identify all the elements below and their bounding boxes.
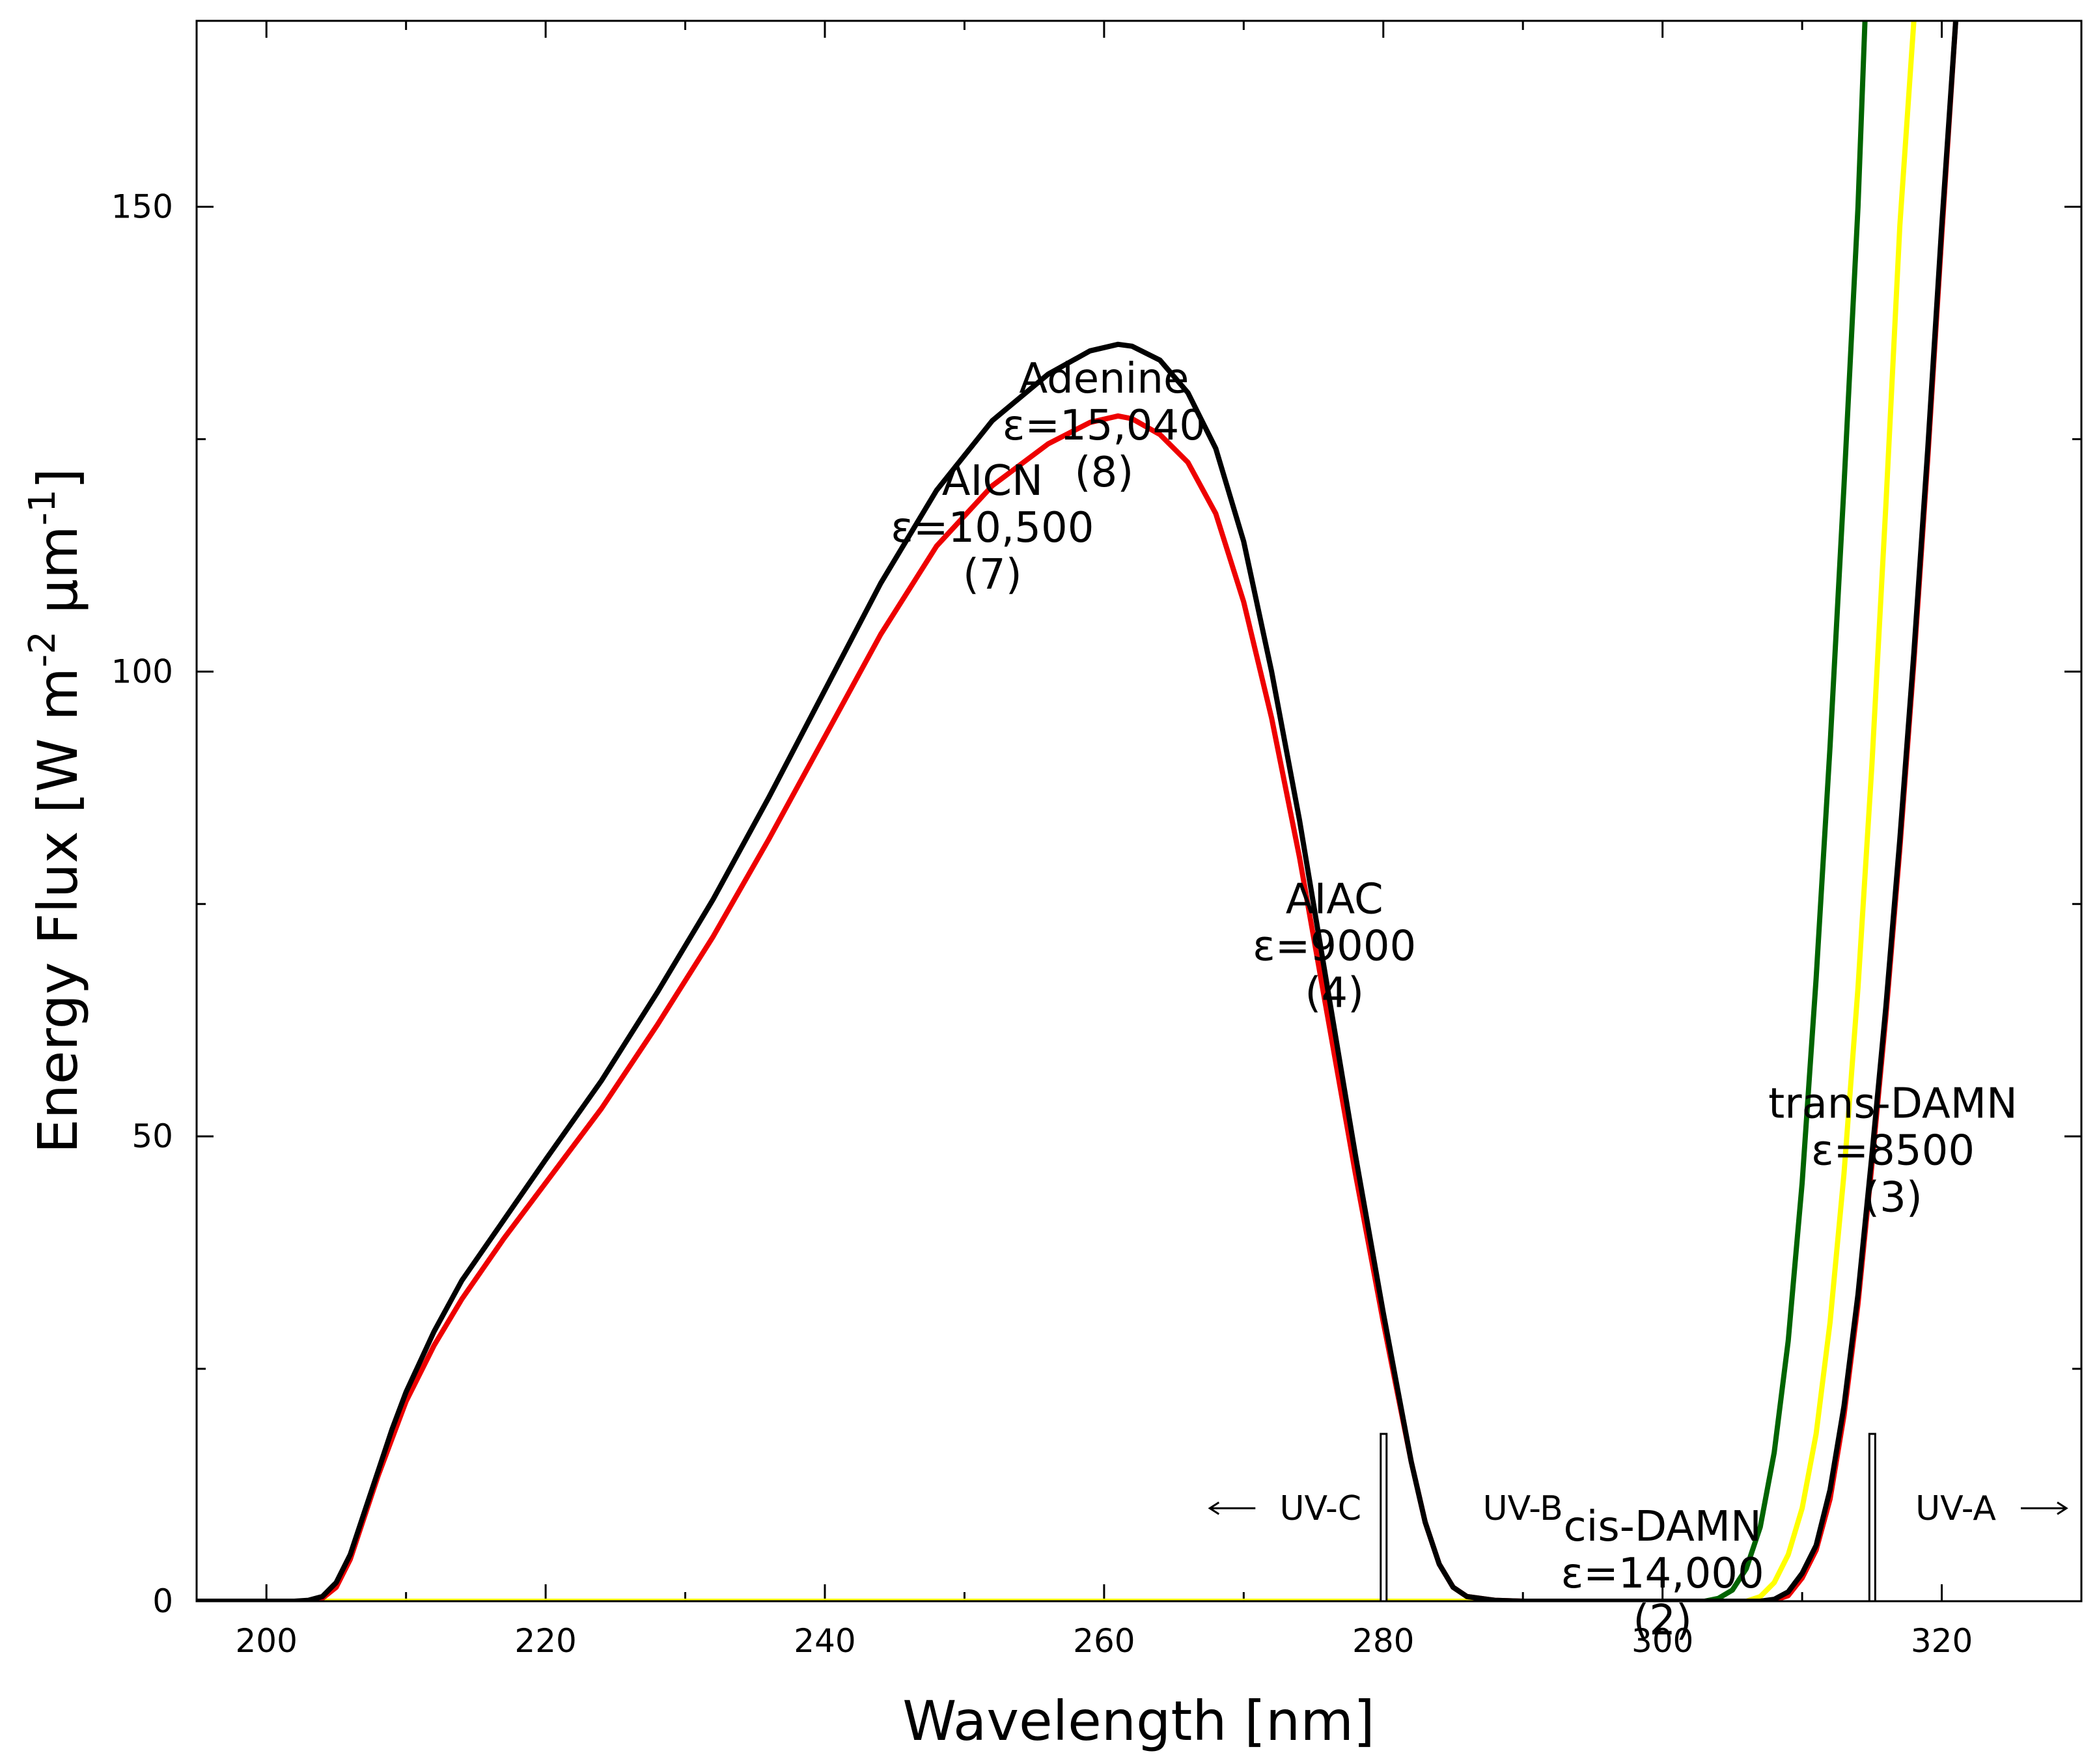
band-boundary-marker	[1380, 1433, 1388, 1603]
annotation-line: (8)	[1075, 449, 1134, 497]
annotation-line: ε=14,000	[1561, 1550, 1764, 1598]
annotation-line: AICN	[942, 457, 1043, 505]
y-axis-label-end: ]	[26, 468, 90, 490]
band-label: UV-C	[1279, 1489, 1361, 1528]
plot-frame	[195, 20, 2083, 1603]
band-boundary-marker	[1868, 1433, 1876, 1603]
x-tick-label: 260	[1073, 1622, 1135, 1660]
y-tick-label: 50	[132, 1117, 173, 1155]
annotation-line: ε=8500	[1811, 1127, 1975, 1175]
uv-band-markers: UV-C UV-B UV-A	[1208, 1433, 2068, 1603]
tick-marks	[197, 21, 2081, 1603]
y-tick-label: 150	[111, 188, 173, 226]
y-tick-label: 100	[111, 652, 173, 690]
y-axis-label-sup2: -1	[21, 489, 64, 525]
band-label: UV-B	[1483, 1489, 1563, 1528]
annotation-line: ε=15,040	[1003, 402, 1206, 450]
annotation-line: ε=10,500	[891, 504, 1094, 552]
series-line-black	[197, 21, 1958, 1601]
x-axis-label: Wavelength [nm]	[902, 1689, 1375, 1753]
annotation-line: Adenine	[1019, 355, 1189, 403]
band-arrow-head	[1208, 1501, 1220, 1515]
x-tick-label: 280	[1352, 1622, 1414, 1660]
y-axis-label-sup1: -2	[21, 631, 64, 667]
x-tick-label: 240	[794, 1622, 855, 1660]
x-tick-label: 300	[1632, 1622, 1693, 1660]
annotation-line: ε=9000	[1253, 923, 1416, 971]
y-axis-label: Energy Flux [W m-2 µm-1]	[21, 468, 90, 1154]
y-tick-label: 0	[152, 1582, 173, 1620]
annotation-line: AIAC	[1286, 876, 1383, 924]
y-axis-label-main: Energy Flux [W m	[26, 667, 90, 1153]
x-tick-label: 320	[1911, 1622, 1973, 1660]
band-label: UV-A	[1915, 1489, 1996, 1528]
annotation-line: (3)	[1863, 1174, 1923, 1222]
annotation-line: (7)	[963, 551, 1022, 599]
annotation-line: trans-DAMN	[1768, 1080, 2018, 1128]
annotation-line: (4)	[1305, 970, 1364, 1018]
y-axis-label-mid: µm	[26, 525, 90, 631]
annotation-line: cis-DAMN	[1563, 1503, 1761, 1551]
band-arrow-head	[2057, 1501, 2068, 1515]
annotation-line: (2)	[1633, 1597, 1692, 1645]
x-tick-label: 200	[236, 1622, 298, 1660]
x-tick-label: 220	[514, 1622, 576, 1660]
tick-labels: 200 220 240 260 280 300 320 0 50 100 150	[111, 188, 1973, 1660]
